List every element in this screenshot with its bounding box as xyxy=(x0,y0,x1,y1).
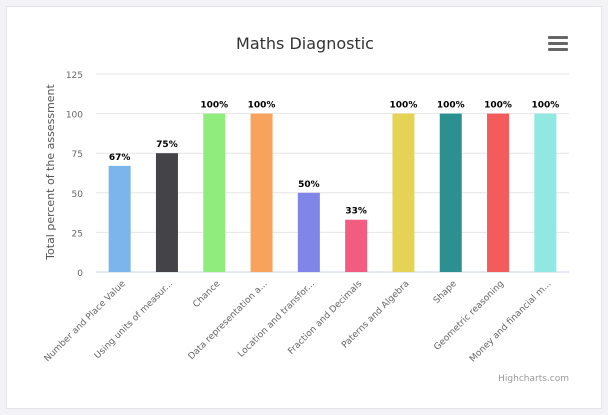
data-label: 75% xyxy=(156,140,178,150)
y-tick-label: 100 xyxy=(66,111,83,121)
data-label: 100% xyxy=(437,101,465,111)
data-label: 67% xyxy=(109,153,131,163)
data-label: 33% xyxy=(345,207,367,217)
hamburger-menu-icon[interactable] xyxy=(548,36,568,54)
x-tick-label: Using units of measur... xyxy=(93,279,175,361)
bar[interactable] xyxy=(297,192,320,272)
menu-line xyxy=(548,48,568,51)
chart-title: Maths Diagnostic xyxy=(236,34,374,53)
data-label: 100% xyxy=(390,101,418,111)
data-label: 100% xyxy=(248,101,276,111)
y-tick-label: 125 xyxy=(66,71,83,81)
bar[interactable] xyxy=(392,113,415,272)
menu-line xyxy=(548,42,568,45)
x-tick-label: Number and Place Value xyxy=(43,279,128,364)
bar[interactable] xyxy=(439,113,462,272)
bar[interactable] xyxy=(345,219,368,272)
bar[interactable] xyxy=(487,113,510,272)
y-tick-label: 25 xyxy=(72,229,83,239)
data-label: 100% xyxy=(200,101,228,111)
x-tick-label: Location and transfor... xyxy=(236,279,317,360)
y-tick-label: 50 xyxy=(72,190,84,200)
x-tick-label: Data representation a... xyxy=(187,279,270,362)
bar[interactable] xyxy=(155,153,178,272)
y-tick-label: 75 xyxy=(72,150,83,160)
data-label: 50% xyxy=(298,180,320,190)
x-tick-label: Shape xyxy=(432,279,459,306)
x-tick-label: Money and financial m... xyxy=(468,279,553,364)
bar[interactable] xyxy=(108,165,131,272)
credits-link[interactable]: Highcharts.com xyxy=(498,374,569,384)
bar[interactable] xyxy=(203,113,226,272)
y-tick-label: 0 xyxy=(77,269,83,279)
menu-line xyxy=(548,36,568,39)
bar[interactable] xyxy=(534,113,557,272)
y-axis-title: Total percent of the assessment xyxy=(44,83,57,260)
data-label: 100% xyxy=(531,101,559,111)
bar[interactable] xyxy=(250,113,273,272)
data-label: 100% xyxy=(484,101,512,111)
x-tick-label: Chance xyxy=(191,279,222,310)
